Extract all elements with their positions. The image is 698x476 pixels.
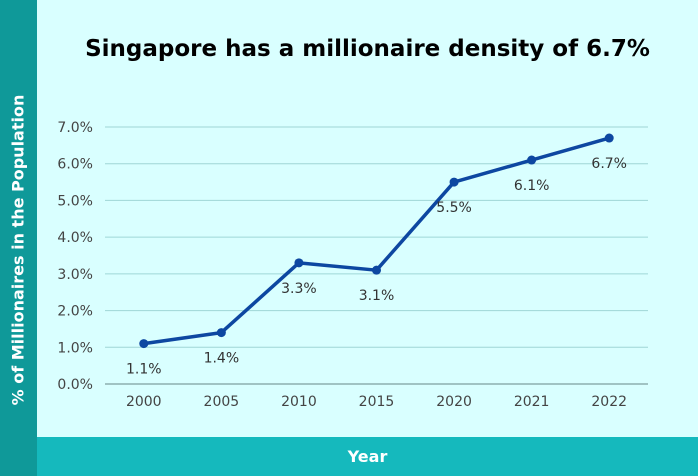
x-axis-band: Year [37, 437, 698, 476]
data-label: 5.5% [436, 200, 472, 216]
data-label: 1.4% [204, 351, 240, 367]
y-tick-label: 4.0% [57, 230, 93, 246]
data-label: 3.3% [281, 281, 317, 297]
data-point [294, 258, 304, 268]
x-tick-label: 2000 [126, 394, 162, 410]
data-point [139, 339, 149, 349]
y-tick-label: 0.0% [57, 377, 93, 393]
data-point [372, 265, 381, 275]
y-axis-band: % of Millionaires in the Population [0, 0, 37, 476]
data-label: 3.1% [359, 288, 395, 304]
x-tick-label: 2015 [359, 394, 395, 410]
y-tick-label: 2.0% [57, 304, 93, 320]
y-tick-label: 5.0% [57, 193, 93, 209]
data-point [604, 133, 614, 143]
data-point [216, 328, 226, 338]
x-tick-label: 2022 [591, 394, 627, 410]
series-line [142, 136, 611, 346]
x-axis-title: Year [347, 447, 388, 466]
y-tick-label: 3.0% [57, 267, 93, 283]
data-label: 6.1% [514, 178, 550, 194]
data-label: 1.1% [126, 362, 162, 378]
x-tick-label: 2020 [436, 394, 472, 410]
y-tick-label: 1.0% [57, 340, 93, 356]
y-tick-label: 7.0% [57, 120, 93, 136]
chart-title: Singapore has a millionaire density of 6… [85, 36, 650, 62]
x-tick-label: 2021 [514, 394, 550, 410]
x-tick-label: 2010 [281, 394, 317, 410]
data-point [449, 177, 459, 187]
data-point [527, 155, 537, 165]
data-label: 6.7% [591, 156, 627, 172]
y-tick-label: 6.0% [57, 157, 93, 173]
x-tick-label: 2005 [204, 394, 240, 410]
